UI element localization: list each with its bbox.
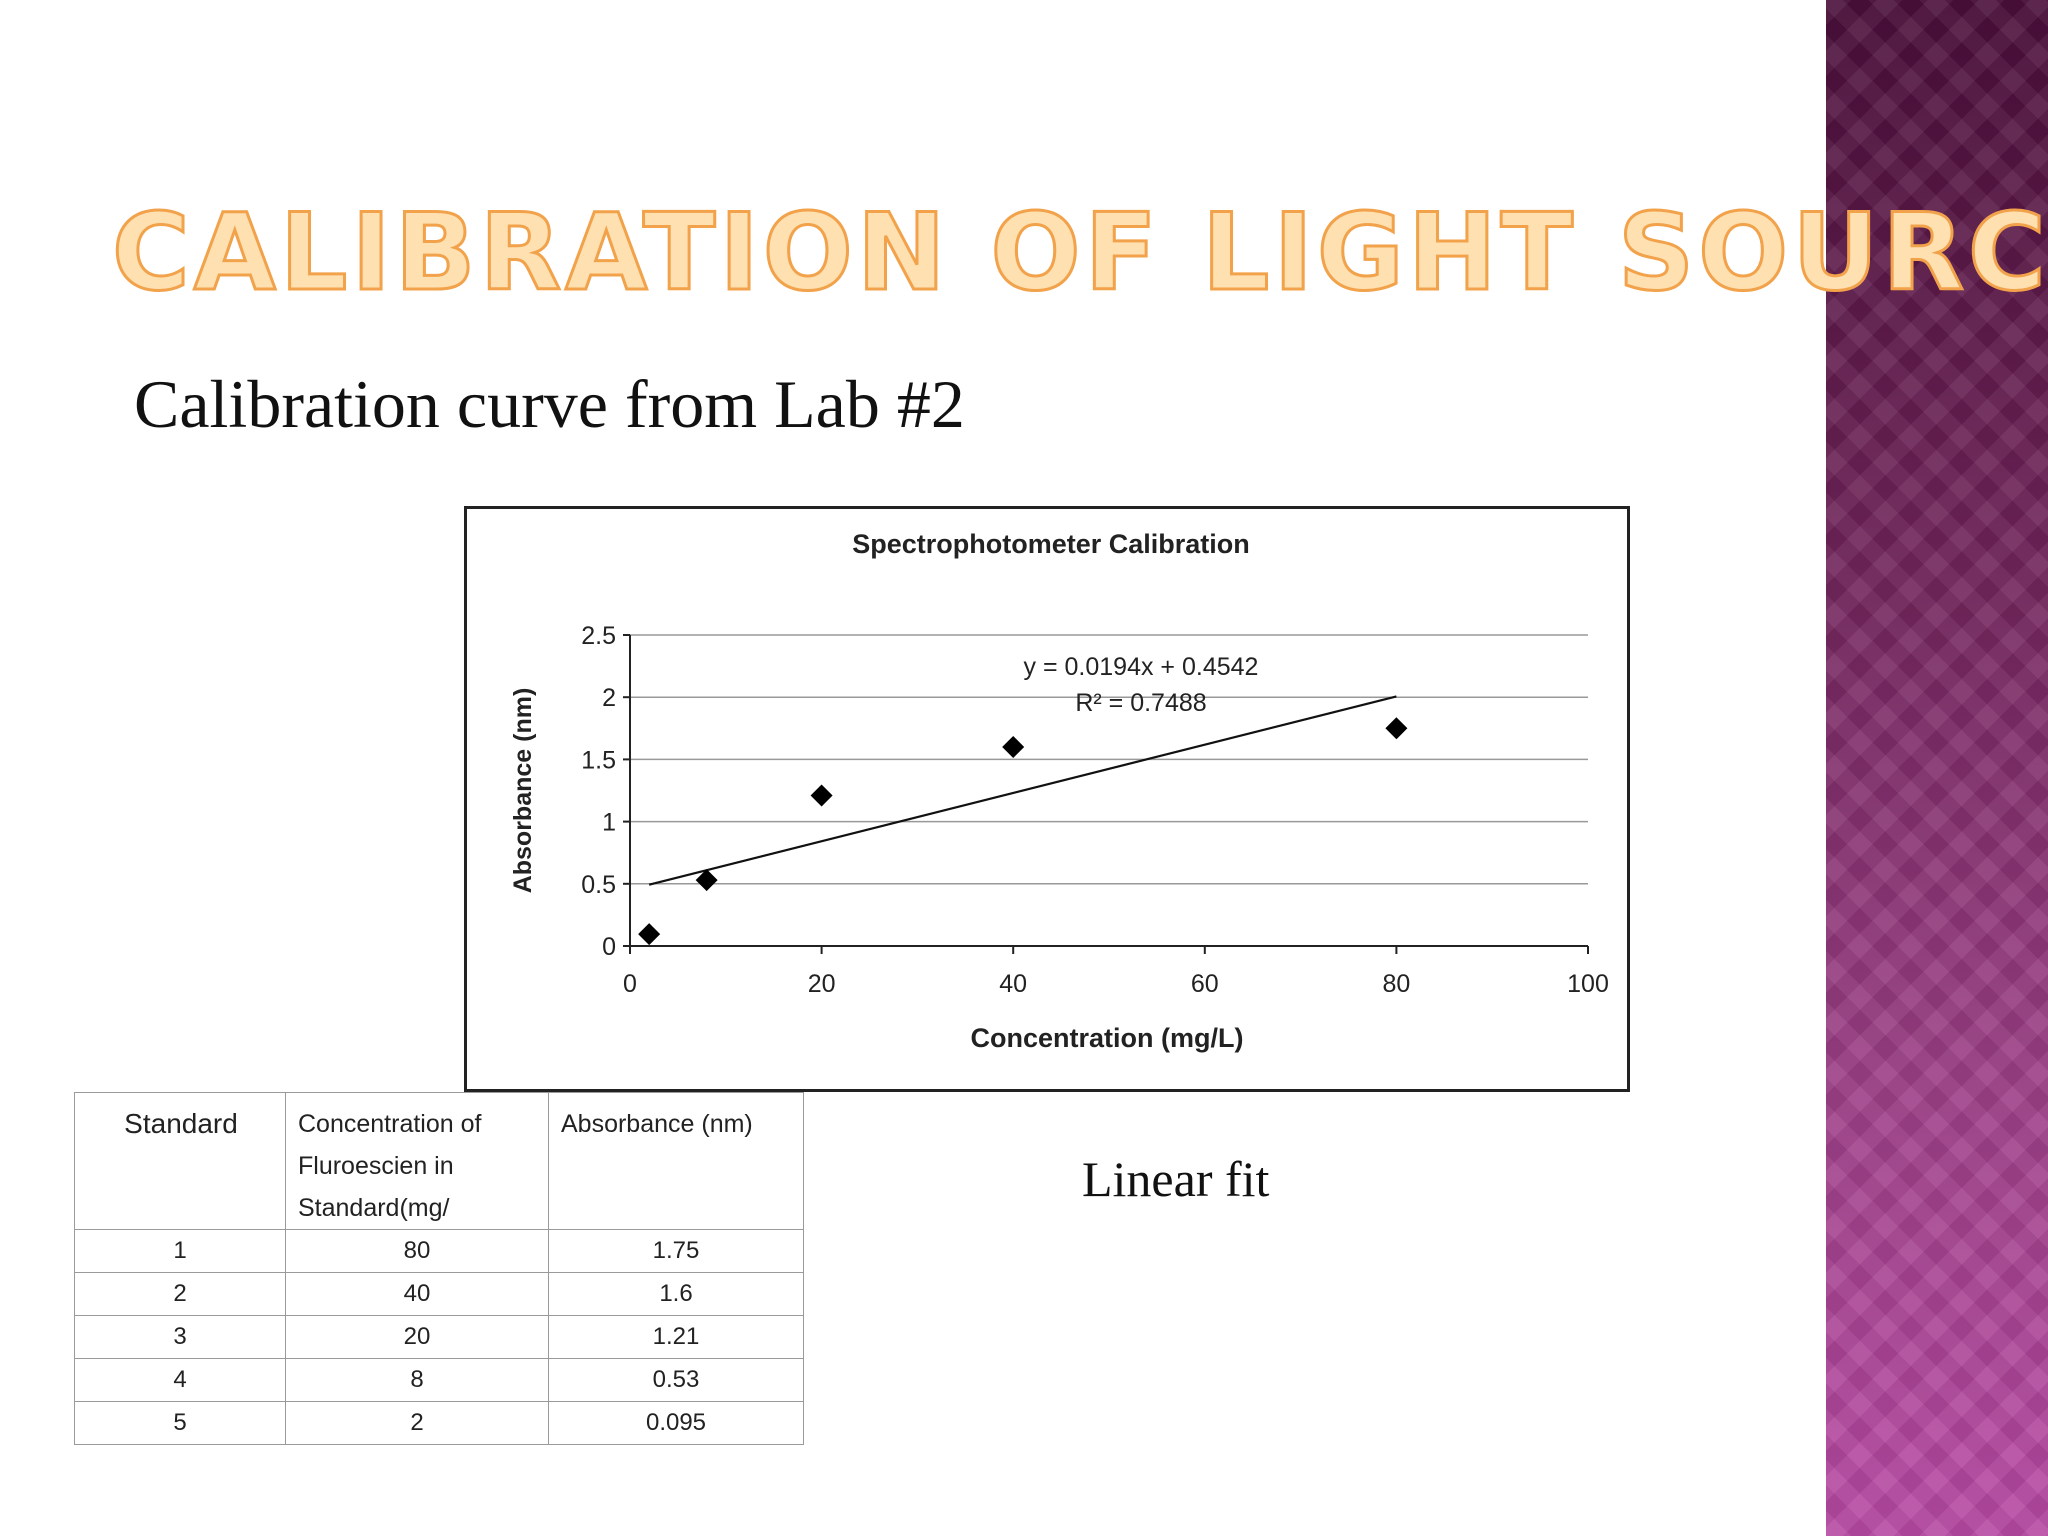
cell-concentration: 2 — [285, 1401, 549, 1445]
cell-standard: 5 — [74, 1401, 286, 1445]
y-tick-label: 0.5 — [581, 871, 616, 899]
trendline-equation: y = 0.0194x + 0.4542 — [1024, 653, 1259, 681]
header-text: Fluroescien in — [298, 1152, 454, 1180]
cell-absorbance: 0.53 — [548, 1358, 804, 1402]
data-point — [1002, 735, 1025, 758]
table-header-row: Standard Concentration of Fluroescien in… — [74, 1092, 804, 1230]
decorative-side-bar — [1826, 0, 2048, 1536]
cell-concentration: 8 — [285, 1358, 549, 1402]
header-absorbance: Absorbance (nm) — [548, 1092, 804, 1230]
x-tick-label: 80 — [1382, 970, 1410, 998]
header-standard: Standard — [74, 1092, 286, 1230]
r-squared-label: R² = 0.7488 — [1075, 689, 1206, 717]
table-row: 1 80 1.75 — [74, 1229, 804, 1273]
x-tick-label: 40 — [999, 970, 1027, 998]
header-concentration: Concentration of Fluroescien in Standard… — [285, 1092, 549, 1230]
fit-caption: Linear fit — [1082, 1151, 1270, 1207]
trendline — [648, 695, 1397, 886]
x-tick-label: 20 — [808, 970, 836, 998]
table-row: 5 2 0.095 — [74, 1401, 804, 1445]
cell-standard: 2 — [74, 1272, 286, 1316]
slide-title: Calibration of Light Source — [110, 191, 2048, 314]
header-text: Standard — [124, 1108, 238, 1139]
y-axis-label: Absorbance (nm) — [509, 688, 537, 894]
y-tick-label: 2 — [602, 684, 616, 712]
y-tick-label: 1 — [602, 809, 616, 837]
cell-standard: 4 — [74, 1358, 286, 1402]
table-row: 4 8 0.53 — [74, 1358, 804, 1402]
data-point — [1385, 717, 1408, 740]
header-text: Absorbance (nm) — [561, 1110, 753, 1138]
header-text: Concentration of — [298, 1110, 482, 1138]
cell-standard: 3 — [74, 1315, 286, 1359]
calibration-chart: Spectrophotometer Calibration 0 0.5 1 1.5 2 2.… — [464, 506, 1630, 1092]
table-row: 3 20 1.21 — [74, 1315, 804, 1359]
cell-standard: 1 — [74, 1229, 286, 1273]
cell-concentration: 80 — [285, 1229, 549, 1273]
cell-absorbance: 0.095 — [548, 1401, 804, 1445]
calibration-table: Standard Concentration of Fluroescien in… — [74, 1092, 804, 1445]
cell-absorbance: 1.21 — [548, 1315, 804, 1359]
cell-absorbance: 1.75 — [548, 1229, 804, 1273]
data-point — [638, 923, 661, 946]
x-tick-label: 100 — [1567, 970, 1609, 998]
header-text: Standard(mg/ — [298, 1194, 450, 1222]
table-row: 2 40 1.6 — [74, 1272, 804, 1316]
cell-absorbance: 1.6 — [548, 1272, 804, 1316]
cell-concentration: 40 — [285, 1272, 549, 1316]
x-tick-label: 0 — [623, 970, 637, 998]
slide-subtitle: Calibration curve from Lab #2 — [134, 366, 965, 442]
y-tick-label: 2.5 — [581, 622, 616, 650]
x-tick-label: 60 — [1191, 970, 1219, 998]
cell-concentration: 20 — [285, 1315, 549, 1359]
chart-canvas: Spectrophotometer Calibration 0 0.5 1 1.5 2 2.… — [509, 529, 1609, 1053]
chart-title: Spectrophotometer Calibration — [852, 529, 1250, 559]
y-tick-label: 1.5 — [581, 746, 616, 774]
y-tick-label: 0 — [602, 933, 616, 961]
data-point — [695, 869, 718, 892]
x-axis-label: Concentration (mg/L) — [971, 1023, 1244, 1053]
data-point — [810, 784, 833, 807]
